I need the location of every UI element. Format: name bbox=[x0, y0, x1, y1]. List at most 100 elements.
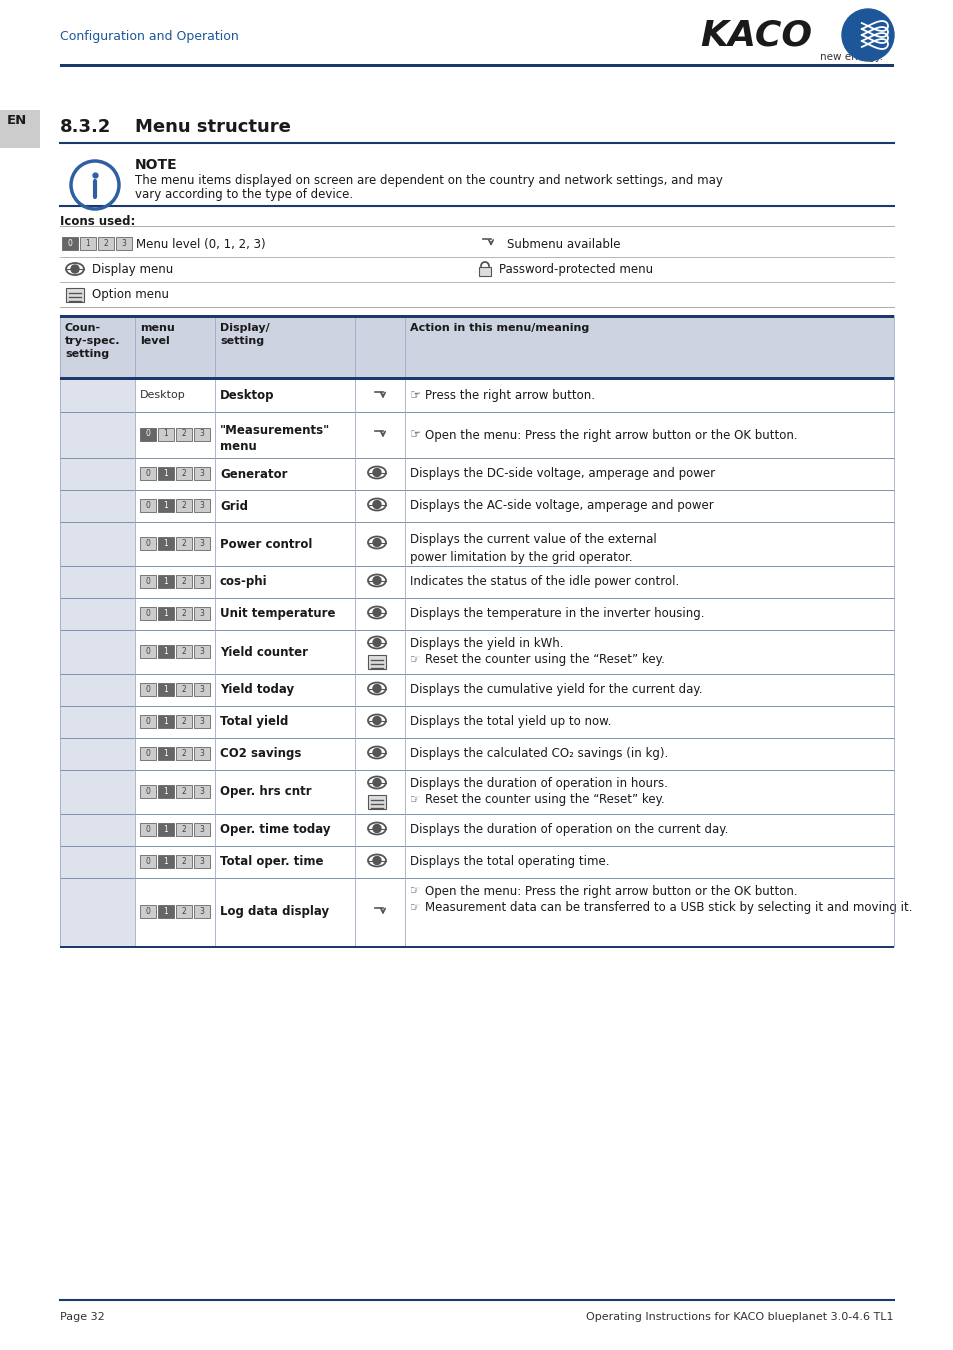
Text: 1: 1 bbox=[164, 717, 168, 725]
Bar bbox=[60, 945, 893, 948]
Text: ☞: ☞ bbox=[410, 428, 421, 441]
Bar bbox=[140, 644, 156, 657]
Bar bbox=[193, 644, 210, 657]
Text: 2: 2 bbox=[181, 539, 186, 548]
Text: 0: 0 bbox=[146, 787, 151, 795]
Text: Option menu: Option menu bbox=[91, 288, 169, 301]
Text: 1: 1 bbox=[164, 609, 168, 617]
Text: Displays the yield in kWh.: Displays the yield in kWh. bbox=[410, 636, 563, 649]
Bar bbox=[368, 655, 386, 668]
Bar bbox=[60, 412, 135, 458]
Text: Open the menu: Press the right arrow button or the OK button.: Open the menu: Press the right arrow but… bbox=[424, 884, 797, 898]
Text: 3: 3 bbox=[199, 748, 204, 757]
Text: 2: 2 bbox=[181, 501, 186, 509]
Text: 1: 1 bbox=[164, 647, 168, 656]
Bar bbox=[60, 490, 135, 521]
Bar bbox=[140, 536, 156, 549]
Bar bbox=[140, 498, 156, 512]
Bar bbox=[193, 714, 210, 728]
Text: 2: 2 bbox=[181, 468, 186, 478]
Text: 0: 0 bbox=[146, 429, 151, 439]
Bar bbox=[368, 795, 386, 809]
Bar bbox=[175, 536, 192, 549]
Text: Displays the temperature in the inverter housing.: Displays the temperature in the inverter… bbox=[410, 608, 703, 621]
Text: 3: 3 bbox=[199, 717, 204, 725]
Bar bbox=[140, 575, 156, 587]
Circle shape bbox=[373, 856, 380, 864]
Circle shape bbox=[71, 265, 79, 273]
Text: 3: 3 bbox=[199, 825, 204, 833]
Bar bbox=[140, 855, 156, 868]
Bar bbox=[193, 575, 210, 587]
Text: 1: 1 bbox=[164, 539, 168, 548]
Circle shape bbox=[373, 609, 380, 617]
Bar bbox=[60, 878, 135, 945]
Bar bbox=[158, 644, 173, 657]
Text: "Measurements"
menu: "Measurements" menu bbox=[220, 424, 330, 454]
Text: Displays the cumulative yield for the current day.: Displays the cumulative yield for the cu… bbox=[410, 683, 701, 697]
Circle shape bbox=[841, 9, 893, 61]
Text: 2: 2 bbox=[181, 856, 186, 865]
Bar bbox=[60, 706, 135, 737]
Text: 3: 3 bbox=[199, 539, 204, 548]
Bar bbox=[60, 629, 135, 674]
Bar bbox=[175, 575, 192, 587]
Text: 1: 1 bbox=[164, 906, 168, 915]
Circle shape bbox=[373, 684, 380, 693]
Bar bbox=[175, 904, 192, 918]
Text: Displays the current value of the external
power limitation by the grid operator: Displays the current value of the extern… bbox=[410, 533, 656, 563]
Bar bbox=[60, 521, 135, 566]
Bar bbox=[62, 238, 78, 250]
Bar bbox=[60, 63, 893, 68]
Bar bbox=[80, 238, 96, 250]
Bar bbox=[175, 683, 192, 695]
Text: 2: 2 bbox=[181, 825, 186, 833]
Bar bbox=[60, 566, 135, 598]
Text: 2: 2 bbox=[181, 748, 186, 757]
Circle shape bbox=[373, 468, 380, 477]
Text: 3: 3 bbox=[199, 609, 204, 617]
Bar bbox=[175, 467, 192, 479]
Text: ☞: ☞ bbox=[410, 390, 421, 402]
Bar bbox=[158, 606, 173, 620]
Text: 8.3.2: 8.3.2 bbox=[60, 117, 112, 136]
Text: 3: 3 bbox=[199, 576, 204, 586]
Bar bbox=[60, 315, 893, 377]
Text: Displays the total operating time.: Displays the total operating time. bbox=[410, 856, 609, 868]
Bar bbox=[60, 315, 893, 317]
Text: 0: 0 bbox=[146, 539, 151, 548]
Text: Press the right arrow button.: Press the right arrow button. bbox=[424, 390, 595, 402]
Text: Unit temperature: Unit temperature bbox=[220, 608, 335, 621]
Text: ☞: ☞ bbox=[410, 794, 420, 806]
Text: Desktop: Desktop bbox=[140, 390, 186, 401]
Text: Yield today: Yield today bbox=[220, 683, 294, 697]
Text: Oper. time today: Oper. time today bbox=[220, 824, 330, 837]
Text: Generator: Generator bbox=[220, 467, 287, 481]
Text: Display/
setting: Display/ setting bbox=[220, 323, 270, 346]
Bar bbox=[158, 855, 173, 868]
Circle shape bbox=[373, 501, 380, 509]
Bar bbox=[140, 904, 156, 918]
Text: Reset the counter using the “Reset” key.: Reset the counter using the “Reset” key. bbox=[424, 794, 664, 806]
Text: Displays the total yield up to now.: Displays the total yield up to now. bbox=[410, 716, 611, 729]
Text: 0: 0 bbox=[146, 748, 151, 757]
Text: 1: 1 bbox=[164, 748, 168, 757]
Text: 1: 1 bbox=[164, 576, 168, 586]
Bar bbox=[140, 428, 156, 440]
Text: 2: 2 bbox=[181, 684, 186, 694]
Bar bbox=[158, 714, 173, 728]
Text: 2: 2 bbox=[181, 429, 186, 439]
Text: cos-phi: cos-phi bbox=[220, 575, 268, 589]
Text: 2: 2 bbox=[181, 717, 186, 725]
Bar bbox=[175, 428, 192, 440]
Text: 2: 2 bbox=[181, 647, 186, 656]
Text: 0: 0 bbox=[146, 468, 151, 478]
Text: 0: 0 bbox=[146, 825, 151, 833]
Bar bbox=[158, 575, 173, 587]
Text: 1: 1 bbox=[86, 239, 91, 248]
Bar bbox=[193, 747, 210, 760]
Text: Displays the duration of operation on the current day.: Displays the duration of operation on th… bbox=[410, 824, 727, 837]
Circle shape bbox=[373, 748, 380, 756]
Text: 1: 1 bbox=[164, 825, 168, 833]
Text: 1: 1 bbox=[164, 856, 168, 865]
